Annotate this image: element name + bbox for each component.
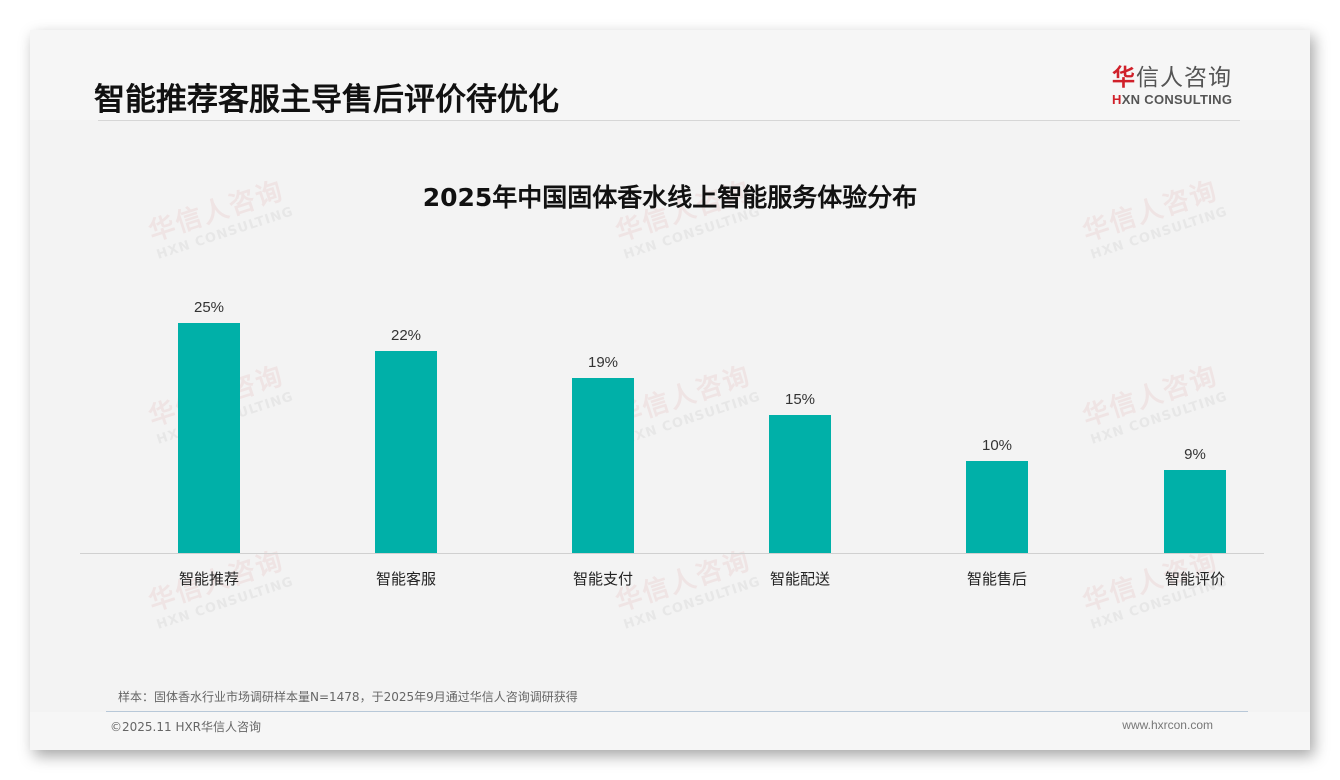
header-band — [30, 30, 1310, 120]
logo-cn-rest: 信人咨询 — [1136, 65, 1232, 91]
category-label: 智能配送 — [769, 570, 830, 588]
chart-title: 2025年中国固体香水线上智能服务体验分布 — [422, 183, 918, 212]
bar-value-label: 19% — [587, 354, 619, 371]
footer-band — [30, 712, 1310, 750]
logo-chinese: 华信人咨询 — [1112, 64, 1252, 92]
sample-footnote: 样本：固体香水行业市场调研样本量N=1478，于2025年9月通过华信人咨询调研… — [118, 690, 578, 704]
category-label: 智能售后 — [966, 570, 1027, 588]
category-label: 智能支付 — [572, 570, 633, 588]
category-label: 智能推荐 — [178, 570, 239, 588]
bar-value-label: 25% — [193, 299, 225, 316]
bar-value-label: 9% — [1184, 446, 1206, 463]
category-label: 智能评价 — [1164, 570, 1225, 588]
copyright: ©2025.11 HXR华信人咨询 — [110, 720, 262, 734]
brand-logo: 华信人咨询 HXN CONSULTING — [1112, 64, 1252, 107]
page-title: 智能推荐客服主导售后评价待优化 — [94, 82, 559, 118]
x-axis-line — [80, 553, 1264, 554]
category-label: 智能客服 — [375, 570, 436, 588]
bar — [769, 415, 831, 553]
bar-value-label: 10% — [981, 437, 1013, 454]
logo-cn-red: 华 — [1112, 65, 1136, 91]
logo-english: HXN CONSULTING — [1112, 92, 1252, 107]
bar-chart: 25% 智能推荐 22% 智能客服 19% 智能支付 15% 智能配送 10% 智能售后 9% 智能评… — [80, 270, 1264, 640]
bar — [178, 323, 240, 553]
logo-en-rest: XN CONSULTING — [1121, 92, 1233, 107]
website-url: www.hxrcon.com — [1122, 718, 1213, 732]
bar — [572, 378, 634, 553]
slide: 智能推荐客服主导售后评价待优化 华信人咨询 HXN CONSULTING 华信人… — [30, 30, 1310, 750]
bar-value-label: 15% — [784, 391, 816, 408]
bar-value-label: 22% — [390, 327, 422, 344]
bar — [966, 461, 1028, 553]
bar — [375, 351, 437, 553]
logo-en-red: H — [1112, 92, 1122, 107]
footer-divider — [106, 711, 1248, 712]
bar — [1164, 470, 1226, 553]
title-divider — [98, 120, 1240, 121]
